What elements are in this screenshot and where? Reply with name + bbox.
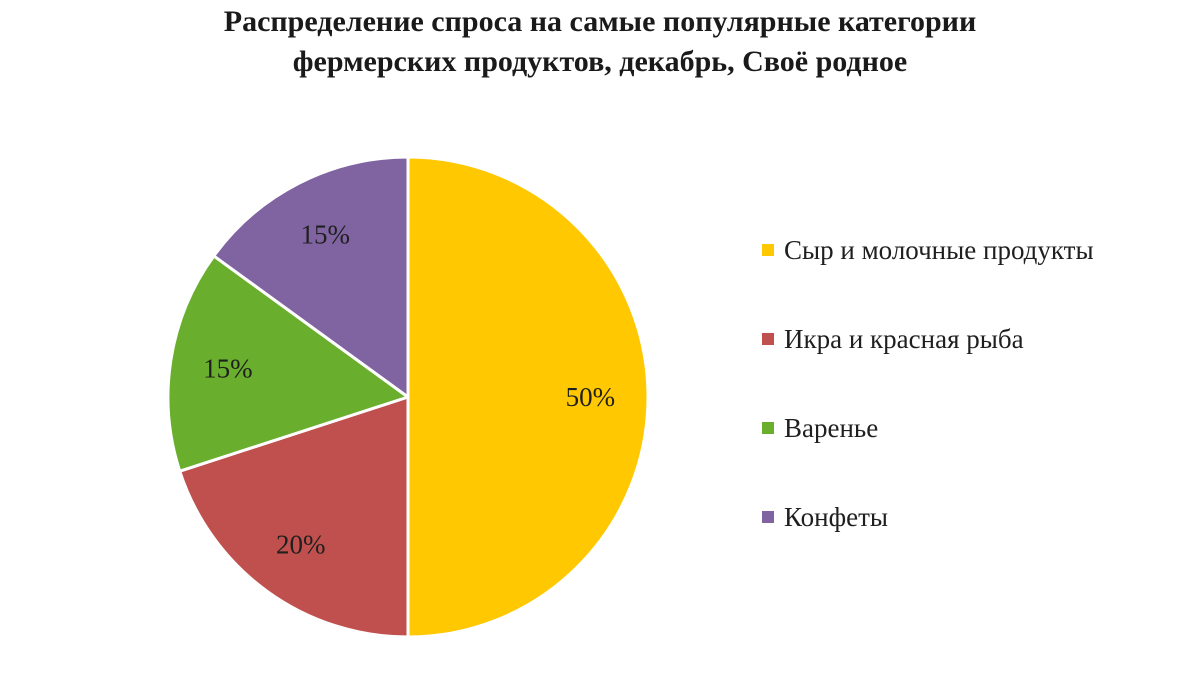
pie-value-label-1: 50% xyxy=(566,382,616,412)
chart-title: Распределение спроса на самые популярные… xyxy=(223,5,977,78)
legend-item: Сыр и молочные продукты xyxy=(762,226,1094,274)
legend-label: Варенье xyxy=(784,412,879,443)
pie-value-label-2: 20% xyxy=(276,530,326,560)
legend-swatch xyxy=(762,333,774,345)
legend-swatch xyxy=(762,511,774,523)
pie-slices xyxy=(166,155,650,639)
legend-item: Конфеты xyxy=(762,493,1094,541)
legend: Сыр и молочные продукты Икра и красная р… xyxy=(762,226,1094,582)
legend-item: Варенье xyxy=(762,404,1094,452)
legend-label: Конфеты xyxy=(784,501,889,532)
pie-slice-4 xyxy=(212,155,410,399)
pie-value-labels: 50% 20% 15% 15% xyxy=(203,219,615,559)
pie-slice-2 xyxy=(178,395,410,639)
pie-value-label-3: 15% xyxy=(203,353,253,383)
legend-label: Сыр и молочные продукты xyxy=(784,234,1094,265)
pie-value-label-4: 15% xyxy=(300,219,350,249)
legend-label: Икра и красная рыба xyxy=(784,323,1024,354)
legend-item: Икра и красная рыба xyxy=(762,315,1094,363)
legend-swatch xyxy=(762,244,774,256)
pie-slice-1 xyxy=(406,155,650,639)
pie-slice-3 xyxy=(166,254,410,473)
legend-swatch xyxy=(762,422,774,434)
